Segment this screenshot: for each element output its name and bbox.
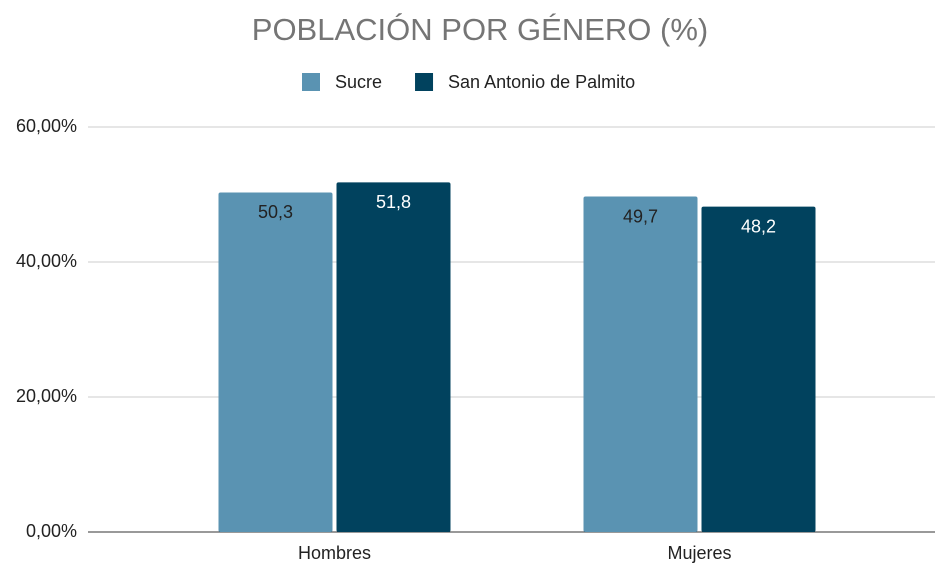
y-tick-label: 60,00% <box>16 116 77 136</box>
chart-title: POBLACIÓN POR GÉNERO (%) <box>252 12 708 47</box>
x-tick-label: Hombres <box>298 543 371 563</box>
data-label: 48,2 <box>741 216 776 236</box>
data-label: 51,8 <box>376 192 411 212</box>
data-label: 49,7 <box>623 206 658 226</box>
bar <box>701 206 816 532</box>
legend-swatch <box>415 73 434 91</box>
data-label: 50,3 <box>258 202 293 222</box>
bar <box>583 196 698 532</box>
y-tick-label: 40,00% <box>16 251 77 271</box>
y-tick-label: 20,00% <box>16 386 77 406</box>
y-tick-label: 0,00% <box>26 521 77 541</box>
legend-label: Sucre <box>335 72 382 92</box>
bar <box>218 192 333 532</box>
legend-swatch <box>302 73 320 91</box>
bar <box>336 182 451 532</box>
legend-label: San Antonio de Palmito <box>448 72 635 92</box>
x-tick-label: Mujeres <box>667 543 731 563</box>
